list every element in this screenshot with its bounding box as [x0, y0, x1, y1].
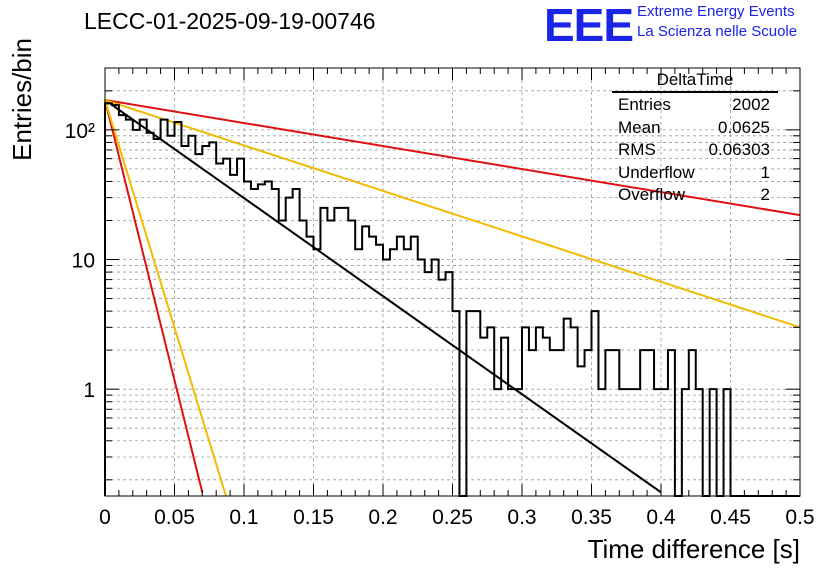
- stats-label: Entries: [618, 95, 671, 114]
- chart-title: LECC-01-2025-09-19-00746: [84, 8, 376, 34]
- stats-row-underflow: Underflow 1: [612, 162, 778, 185]
- fit-curve: [104, 99, 227, 497]
- y-tick-labels: 1 10 10²: [65, 120, 95, 402]
- stats-label: Mean: [618, 117, 661, 137]
- x-tick-label: 0: [99, 506, 111, 529]
- y-tick-label: 10²: [65, 120, 95, 143]
- fit-curves: [104, 98, 801, 497]
- y-axis-label: Entries/bin: [7, 38, 37, 161]
- stats-row-entries: Entries 2002: [612, 94, 778, 117]
- x-tick-label: 0.25: [432, 506, 473, 529]
- x-tick-label: 0.5: [785, 506, 814, 529]
- stats-row-rms: RMS 0.06303: [612, 139, 778, 162]
- x-tick-label: 0.15: [293, 506, 334, 529]
- x-tick-label: 0.05: [154, 506, 195, 529]
- stats-label: Underflow: [618, 162, 695, 182]
- x-tick-label: 0.2: [368, 506, 397, 529]
- stats-value: 0.0625: [718, 117, 770, 137]
- x-tick-label: 0.4: [646, 506, 676, 529]
- fit-curve: [104, 99, 204, 493]
- stats-value: 2: [760, 185, 770, 204]
- stats-value: 0.06303: [708, 140, 770, 159]
- fit-curve: [104, 99, 801, 329]
- histogram: [104, 102, 800, 497]
- eee-logo: EEE: [544, 0, 634, 51]
- logo-line-2: La Scienza nelle Scuole: [637, 23, 798, 40]
- histogram-steps: [104, 102, 800, 497]
- x-tick-labels: 0 0.05 0.1 0.15 0.2 0.25 0.3 0.35 0.4 0.45 0.5: [99, 506, 814, 529]
- stats-box: DeltaTime Entries 2002 Mean 0.0625 RMS 0.06…: [612, 70, 778, 207]
- stats-label: Overflow: [618, 185, 686, 204]
- stats-row-overflow: Overflow 2: [612, 184, 778, 207]
- logo-line-1: Extreme Energy Events: [637, 3, 795, 20]
- stats-value: 1: [760, 162, 770, 182]
- x-tick-label: 0.35: [571, 506, 612, 529]
- fit-curve: [104, 98, 801, 217]
- y-tick-label: 1: [83, 379, 95, 402]
- axis-ticks: [104, 67, 801, 496]
- stats-label: RMS: [618, 140, 656, 159]
- x-tick-label: 0.3: [507, 506, 536, 529]
- x-tick-label: 0.1: [229, 506, 258, 529]
- x-tick-label: 0.45: [710, 506, 751, 529]
- y-tick-label: 10: [72, 250, 95, 273]
- fit-curve: [104, 99, 662, 494]
- x-axis-label: Time difference [s]: [588, 534, 800, 564]
- stats-value: 2002: [732, 95, 770, 114]
- stats-row-mean: Mean 0.0625: [612, 117, 778, 140]
- stats-name: DeltaTime: [612, 70, 778, 93]
